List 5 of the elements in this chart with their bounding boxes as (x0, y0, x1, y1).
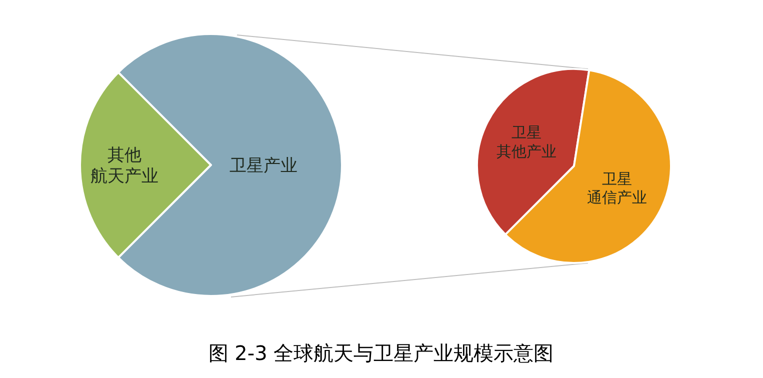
slice-label: 卫星产业 (229, 156, 298, 175)
slice-label: 其他航天产业 (90, 145, 159, 186)
caption: 图 2-3 全球航天与卫星产业规模示意图 (208, 341, 554, 365)
slice-label: 卫星其他产业 (496, 126, 556, 160)
slice-label: 卫星通信产业 (587, 172, 648, 207)
